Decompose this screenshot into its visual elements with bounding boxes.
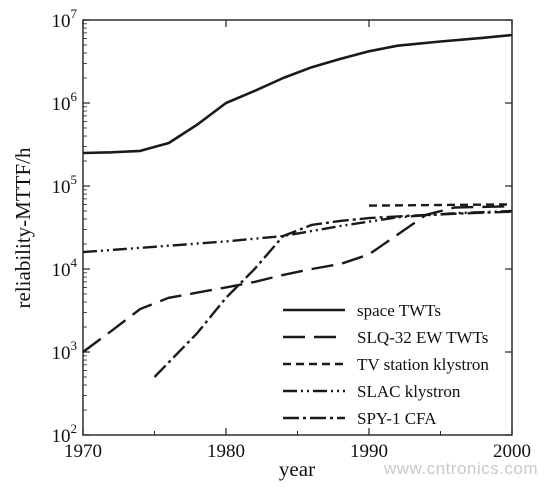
- series-line-4: [82, 209, 513, 254]
- y-tick-label: 107: [52, 6, 78, 32]
- x-axis-label: year: [279, 457, 315, 481]
- legend-label-5: SPY-1 CFA: [357, 409, 437, 428]
- y-tick-label: 106: [52, 89, 78, 115]
- y-tick-label: 102: [52, 421, 78, 447]
- series-line-2: [82, 205, 513, 353]
- legend-label-2: SLQ-32 EW TWTs: [357, 328, 488, 347]
- legend-label-3: TV station klystron: [357, 355, 489, 374]
- x-tick-label: 1980: [207, 441, 245, 462]
- legend-label-4: SLAC klystron: [357, 382, 461, 401]
- x-tick-label: 1970: [64, 441, 102, 462]
- series-line-3: [368, 203, 513, 207]
- x-tick-label: 1990: [350, 441, 388, 462]
- watermark-text: www.cntronics.com: [384, 459, 538, 478]
- y-tick-label: 105: [52, 172, 78, 198]
- y-tick-label: 104: [52, 255, 78, 281]
- legend-label-1: space TWTs: [357, 301, 441, 320]
- x-tick-label: 2000: [493, 441, 531, 462]
- series-line-5: [153, 210, 513, 378]
- series-line-1: [82, 33, 513, 155]
- y-axis-label: reliability-MTTF/h: [11, 147, 35, 308]
- y-tick-label: 103: [52, 338, 78, 364]
